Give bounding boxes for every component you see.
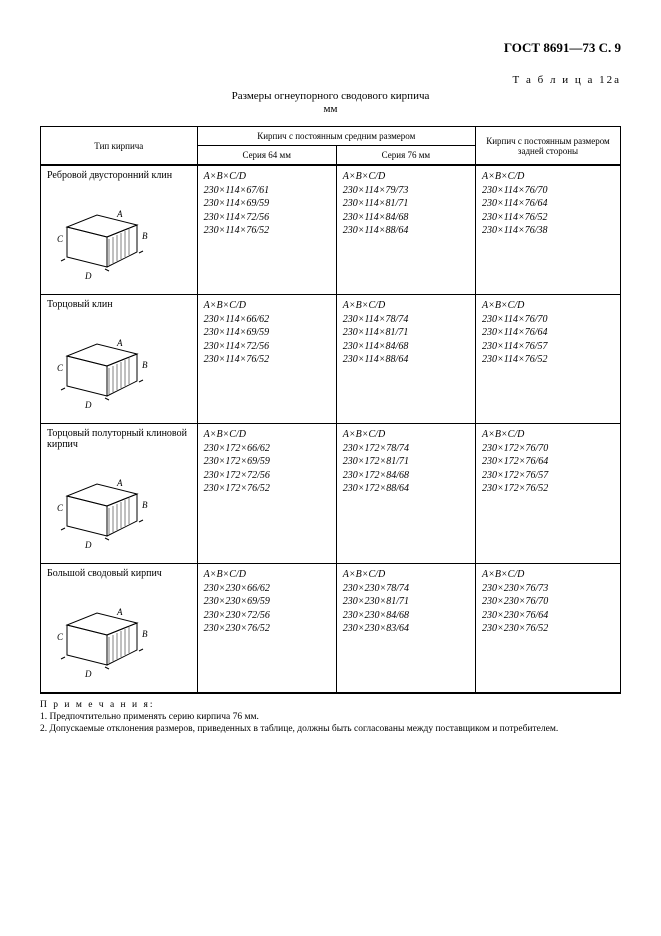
- type-cell: Торцовый клин A B C D: [41, 295, 198, 424]
- title-line2: мм: [324, 103, 338, 115]
- brick-diagram: A B C D: [47, 456, 157, 556]
- cell-series64: A×B×C/D230×114×66/62230×114×69/59230×114…: [197, 295, 336, 424]
- table-number-label: Т а б л и ц а 12а: [40, 74, 621, 86]
- table-title: Размеры огнеупорного сводового кирпича м…: [40, 90, 621, 116]
- cell-series76: A×B×C/D230×230×78/74230×230×81/71230×230…: [336, 564, 475, 694]
- page: ГОСТ 8691—73 С. 9 Т а б л и ц а 12а Разм…: [0, 0, 661, 936]
- type-cell: Большой сводовый кирпич A B C D: [41, 564, 198, 694]
- svg-text:A: A: [116, 209, 123, 219]
- svg-text:D: D: [84, 669, 92, 679]
- svg-text:A: A: [116, 478, 123, 488]
- col-series64: Серия 64 мм: [197, 146, 336, 166]
- cell-series76: A×B×C/D230×114×79/73230×114×81/71230×114…: [336, 165, 475, 295]
- col-series76: Серия 76 мм: [336, 146, 475, 166]
- svg-text:C: C: [57, 632, 64, 642]
- brick-diagram-wrapper: A B C D: [47, 187, 191, 290]
- svg-text:C: C: [57, 234, 64, 244]
- dimensions-list: A×B×C/D230×230×76/73230×230×76/70230×230…: [482, 568, 614, 636]
- svg-text:A: A: [116, 338, 123, 348]
- dimensions-list: A×B×C/D230×114×67/61230×114×69/59230×114…: [204, 170, 330, 238]
- svg-text:B: B: [142, 231, 148, 241]
- table-body: Ребровой двусторонний клин A B C D A×B×C/D230…: [41, 165, 621, 693]
- table-row: Торцовый полуторный клиновой кирпичABCDA…: [41, 424, 621, 564]
- brick-type-name: Ребровой двусторонний клин: [47, 170, 191, 181]
- col-middle-group: Кирпич с постоянным средним размером: [197, 127, 475, 146]
- brick-type-name: Торцовый клин: [47, 299, 191, 310]
- dimensions-list: A×B×C/D230×172×78/74230×172×81/71230×172…: [343, 428, 469, 496]
- svg-text:B: B: [142, 360, 148, 370]
- col-type: Тип кирпича: [41, 127, 198, 166]
- brick-diagram-wrapper: A B C D: [47, 456, 191, 559]
- document-header: ГОСТ 8691—73 С. 9: [40, 40, 621, 56]
- dimensions-list: A×B×C/D230×114×79/73230×114×81/71230×114…: [343, 170, 469, 238]
- svg-text:D: D: [84, 540, 92, 550]
- brick-type-name: Большой сводовый кирпич: [47, 568, 191, 579]
- cell-series76: A×B×C/D230×172×78/74230×172×81/71230×172…: [336, 424, 475, 564]
- svg-text:C: C: [57, 503, 64, 513]
- dimensions-list: A×B×C/D230×230×78/74230×230×81/71230×230…: [343, 568, 469, 636]
- svg-text:C: C: [57, 363, 64, 373]
- table-row: Большой сводовый кирпич A B C D A×B×C/D230×23…: [41, 564, 621, 694]
- cell-series76: A×B×C/D230×114×78/74230×114×81/71230×114…: [336, 295, 475, 424]
- col-rear: Кирпич с постоянным размером задней стор…: [475, 127, 620, 166]
- cell-rear: A×B×C/D230×230×76/73230×230×76/70230×230…: [475, 564, 620, 694]
- cell-series64: A×B×C/D230×172×66/62230×172×69/59230×172…: [197, 424, 336, 564]
- cell-rear: A×B×C/D230×114×76/70230×114×76/64230×114…: [475, 295, 620, 424]
- table-row: Ребровой двусторонний клин A B C D A×B×C/D230…: [41, 165, 621, 295]
- note-2: 2. Допускаемые отклонения размеров, прив…: [40, 724, 558, 734]
- dimensions-list: A×B×C/D230×172×76/70230×172×76/64230×172…: [482, 428, 614, 496]
- type-cell: Торцовый полуторный клиновой кирпич A B C D: [41, 424, 198, 564]
- brick-diagram-wrapper: A B C D: [47, 316, 191, 419]
- table-row: Торцовый клин A B C D A×B×C/D230×114×66/62230…: [41, 295, 621, 424]
- brick-diagram: A B C D: [47, 187, 157, 287]
- dimensions-list: A×B×C/D230×114×78/74230×114×81/71230×114…: [343, 299, 469, 367]
- dimensions-list: A×B×C/D230×230×66/62230×230×69/59230×230…: [204, 568, 330, 636]
- dimensions-list: A×B×C/D230×114×76/70230×114×76/64230×114…: [482, 170, 614, 238]
- note-1: 1. Предпочтительно применять серию кирпи…: [40, 712, 259, 722]
- notes: П р и м е ч а н и я: 1. Предпочтительно …: [40, 700, 621, 736]
- type-cell: Ребровой двусторонний клин A B C D: [41, 165, 198, 295]
- notes-label: П р и м е ч а н и я:: [40, 700, 154, 710]
- dimensions-table: Тип кирпича Кирпич с постоянным средним …: [40, 126, 621, 694]
- cell-series64: A×B×C/D230×230×66/62230×230×69/59230×230…: [197, 564, 336, 694]
- dimensions-list: A×B×C/D230×172×66/62230×172×69/59230×172…: [204, 428, 330, 496]
- brick-diagram: A B C D: [47, 585, 157, 685]
- svg-text:B: B: [142, 500, 148, 510]
- brick-diagram-wrapper: A B C D: [47, 585, 191, 688]
- brick-type-name: Торцовый полуторный клиновой кирпич: [47, 428, 191, 450]
- svg-text:D: D: [84, 271, 92, 281]
- dimensions-list: A×B×C/D230×114×76/70230×114×76/64230×114…: [482, 299, 614, 367]
- svg-text:B: B: [142, 629, 148, 639]
- svg-text:A: A: [116, 607, 123, 617]
- cell-series64: A×B×C/D230×114×67/61230×114×69/59230×114…: [197, 165, 336, 295]
- dimensions-list: A×B×C/D230×114×66/62230×114×69/59230×114…: [204, 299, 330, 367]
- brick-diagram: A B C D: [47, 316, 157, 416]
- cell-rear: A×B×C/D230×172×76/70230×172×76/64230×172…: [475, 424, 620, 564]
- title-line1: Размеры огнеупорного сводового кирпича: [232, 90, 430, 102]
- cell-rear: A×B×C/D230×114×76/70230×114×76/64230×114…: [475, 165, 620, 295]
- svg-text:D: D: [84, 400, 92, 410]
